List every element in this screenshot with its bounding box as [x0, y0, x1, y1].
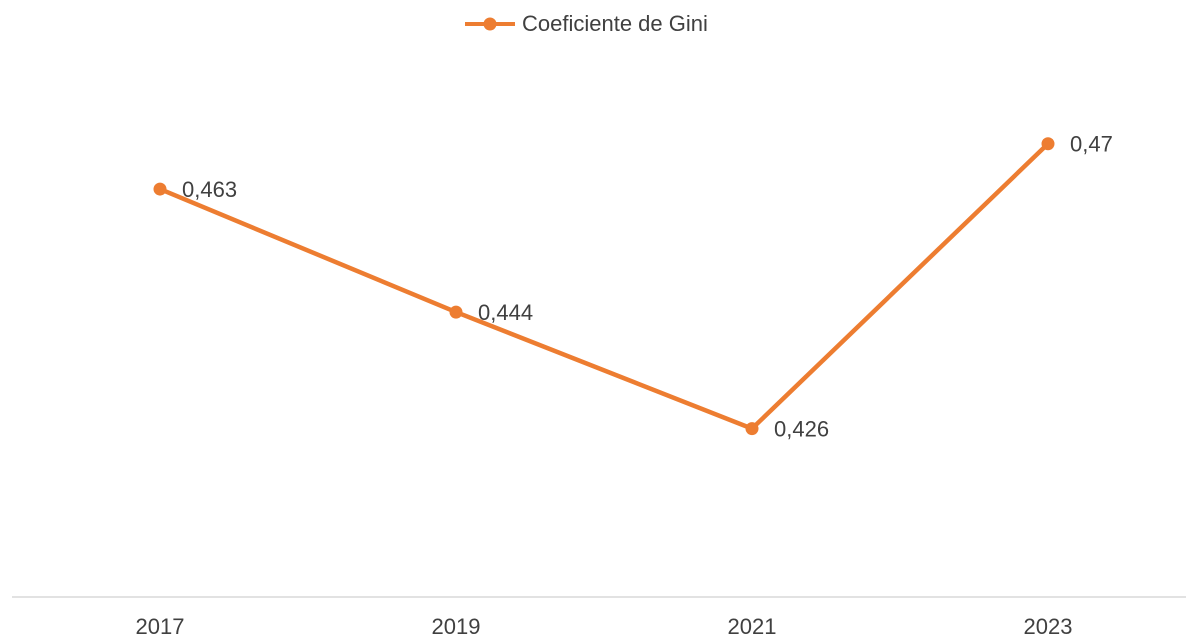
x-tick-label: 2023	[1024, 614, 1073, 639]
legend-label: Coeficiente de Gini	[522, 11, 708, 36]
x-tick-label: 2017	[136, 614, 185, 639]
data-label: 0,47	[1070, 132, 1113, 157]
data-label: 0,426	[774, 416, 829, 441]
point	[1041, 137, 1055, 151]
data-label: 0,444	[478, 300, 533, 325]
point	[153, 182, 167, 196]
x-tick-label: 2019	[432, 614, 481, 639]
data-label: 0,463	[182, 177, 237, 202]
line	[159, 142, 1050, 431]
legend-marker	[483, 17, 497, 31]
point	[745, 422, 759, 436]
point	[449, 305, 463, 319]
x-tick-label: 2021	[728, 614, 777, 639]
